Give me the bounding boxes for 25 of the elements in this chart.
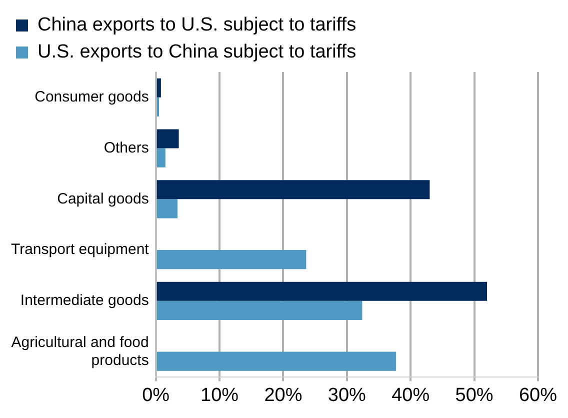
y-tick-label: Consumer goods	[34, 88, 149, 106]
bar	[156, 199, 178, 218]
bar	[156, 352, 396, 371]
x-tick-label: 60%	[518, 384, 558, 406]
y-tick-label: Transport equipment	[10, 241, 150, 258]
bar	[156, 129, 179, 148]
y-tick-label: Others	[104, 139, 149, 156]
bar	[156, 97, 160, 117]
x-tick-label: 0%	[142, 384, 170, 406]
x-tick-label: 40%	[392, 384, 430, 406]
y-tick-label: Capital goods	[57, 190, 149, 208]
x-tick-label: 10%	[200, 384, 239, 406]
x-tick-label: 20%	[264, 384, 302, 406]
x-tick-label: 30%	[328, 384, 366, 406]
legend-label: U.S. exports to China subject to tariffs	[38, 42, 356, 63]
y-tick-label: Intermediate goods	[20, 292, 149, 310]
bar	[156, 282, 488, 301]
x-tick-label: 50%	[455, 384, 494, 406]
legend-label: China exports to U.S. subject to tariffs	[38, 14, 356, 36]
bar	[156, 78, 161, 98]
bar	[156, 180, 430, 200]
bar	[156, 148, 166, 168]
bar	[156, 250, 306, 270]
bar	[156, 300, 362, 320]
y-tick-label: Agricultural and food products	[11, 334, 149, 369]
